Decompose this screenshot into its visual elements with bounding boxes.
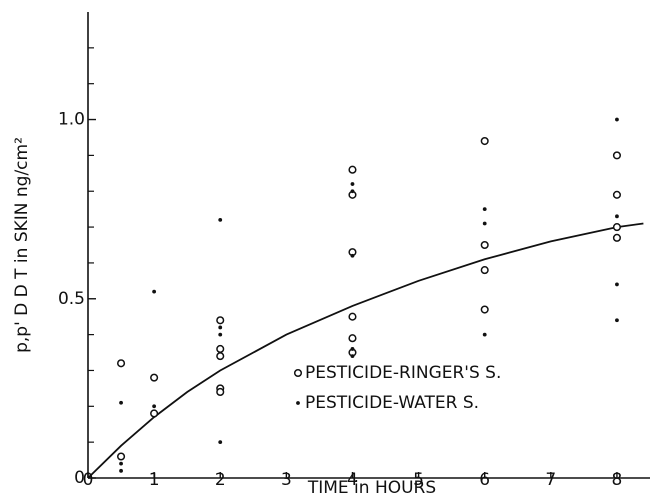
legend-label: PESTICIDE-RINGER'S S.	[305, 363, 501, 383]
point	[350, 182, 355, 186]
point	[216, 352, 225, 361]
point	[216, 316, 225, 325]
fit-curve	[87, 222, 644, 479]
point	[612, 151, 621, 160]
x-axis-label: TIME in HOURS	[307, 478, 436, 498]
point	[152, 404, 157, 409]
point	[480, 266, 489, 275]
point	[218, 218, 223, 222]
point	[350, 253, 355, 258]
point	[480, 136, 489, 146]
y-tick-label: 0.5	[58, 289, 85, 309]
point	[348, 165, 357, 174]
x-tick-label: 5	[413, 470, 424, 490]
x-tick-label: 1	[149, 470, 160, 490]
x-tick-label: 0	[83, 470, 94, 490]
point	[615, 117, 619, 122]
y-axis-label: p,p' D D T in SKIN ng/cm²	[12, 137, 32, 353]
point	[480, 305, 489, 314]
point	[348, 334, 357, 343]
x-tick-label: 8	[612, 470, 623, 490]
point	[350, 347, 355, 351]
point	[218, 332, 223, 337]
point	[218, 325, 223, 330]
point	[350, 189, 355, 194]
point	[612, 233, 621, 242]
point	[150, 409, 159, 418]
point	[612, 223, 621, 232]
x-tick-label: 7	[545, 470, 556, 490]
point	[218, 440, 223, 445]
point	[612, 190, 621, 199]
point	[482, 207, 487, 212]
point	[152, 289, 157, 294]
point	[119, 400, 123, 405]
x-tick-label: 3	[281, 470, 292, 490]
point	[615, 214, 619, 219]
point	[482, 221, 487, 226]
y-tick-label: 0	[74, 468, 85, 488]
point	[216, 344, 225, 354]
point	[216, 387, 225, 397]
point	[615, 318, 619, 323]
x-tick-label: 6	[479, 470, 490, 490]
point	[150, 373, 159, 382]
legend-marker	[296, 401, 300, 405]
y-tick-label: 1.0	[58, 110, 85, 130]
point	[119, 468, 123, 473]
x-tick-label: 2	[215, 470, 226, 490]
point	[482, 332, 487, 337]
x-tick-label: 4	[347, 470, 358, 490]
point	[117, 359, 126, 368]
point	[119, 461, 123, 466]
point	[117, 452, 126, 461]
point	[350, 354, 355, 359]
legend-marker	[293, 368, 303, 378]
legend-label: PESTICIDE-WATER S.	[305, 393, 479, 413]
point	[615, 282, 619, 287]
point	[348, 312, 357, 321]
point	[480, 240, 489, 250]
